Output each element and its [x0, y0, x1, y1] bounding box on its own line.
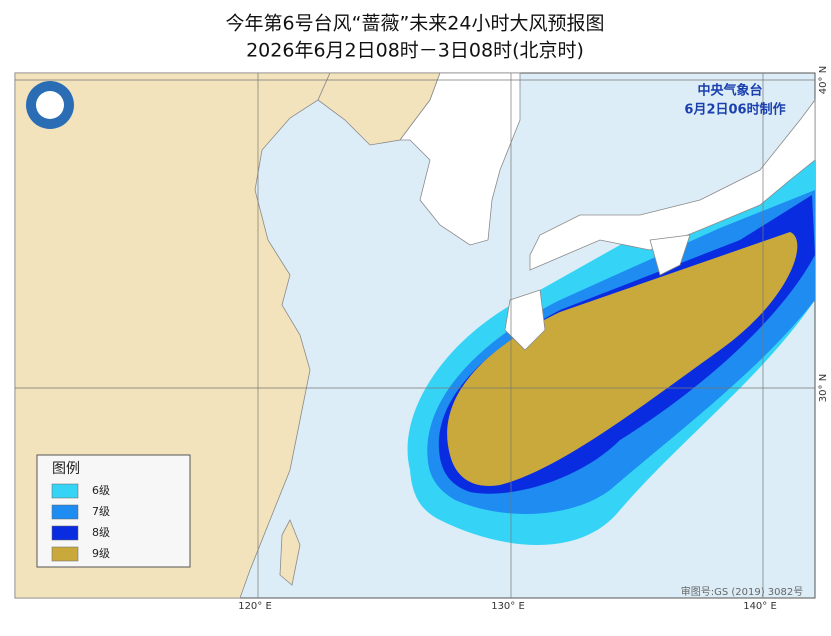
graticule	[15, 73, 815, 598]
legend-swatch	[51, 546, 79, 562]
subtitle: 2026年6月2日08时－3日08时(北京时)	[246, 40, 584, 62]
legend-items: 6级 7级 8级 9级	[51, 483, 110, 562]
lon-label: 120° E	[238, 601, 272, 612]
lon-label: 140° E	[743, 601, 777, 612]
legend: 图例 6级 7级 8级 9级	[36, 454, 191, 568]
map: 中央气象台 6月2日06时制作 审图号:GS (2019) 3082号 图例 6…	[14, 72, 816, 599]
wind-zone	[447, 232, 798, 486]
map-number: 审图号:GS (2019) 3082号	[681, 585, 804, 598]
issuer: 中央气象台	[697, 83, 762, 99]
taiwan	[279, 519, 301, 586]
title: 今年第6号台风“蔷薇”未来24小时大风预报图	[226, 13, 605, 35]
legend-title: 图例	[52, 461, 80, 477]
kyushu	[504, 289, 546, 351]
issue-time: 6月2日06时制作	[684, 102, 785, 118]
logo-inner	[36, 91, 64, 119]
legend-swatch	[51, 483, 79, 499]
legend-swatch	[51, 525, 79, 541]
lat-label: 30° N	[818, 374, 829, 402]
lon-label: 130° E	[491, 601, 525, 612]
legend-label: 7级	[92, 505, 110, 518]
legend-label: 8级	[92, 526, 110, 539]
lat-label: 40° N	[818, 66, 829, 94]
legend-swatch	[51, 504, 79, 520]
legend-label: 9级	[92, 547, 110, 560]
legend-label: 6级	[92, 484, 110, 497]
korea	[399, 72, 521, 246]
shikoku	[649, 234, 691, 276]
